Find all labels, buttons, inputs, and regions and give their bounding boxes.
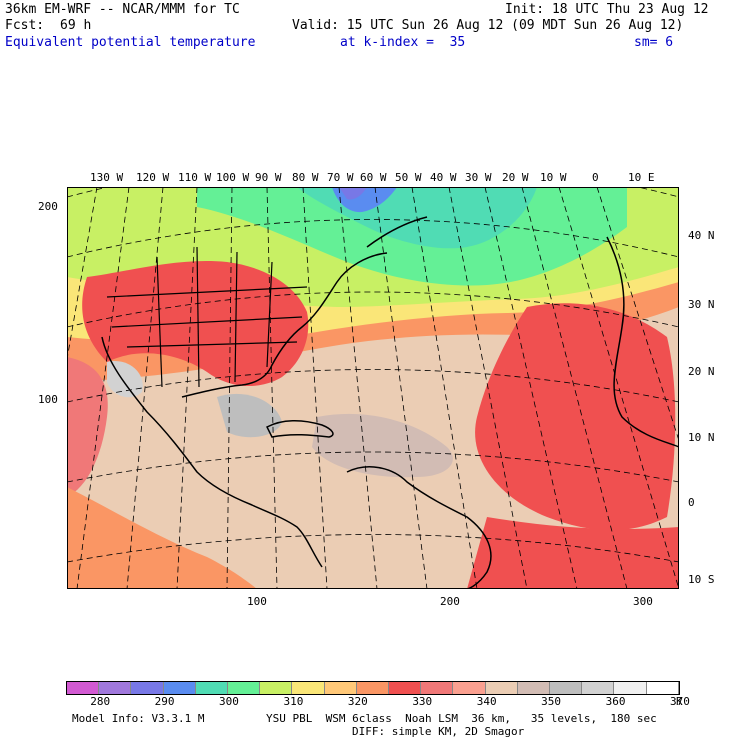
grid-label-y: 100 bbox=[38, 393, 58, 406]
field-name: Equivalent potential temperature bbox=[5, 35, 256, 50]
colorbar-swatch bbox=[99, 682, 132, 694]
political-borders bbox=[106, 246, 308, 388]
lon-label: 100 W bbox=[216, 171, 250, 184]
colorbar-swatch bbox=[646, 682, 679, 694]
colorbar-level-label: 300 bbox=[219, 695, 239, 708]
lat-label: 40 N bbox=[688, 229, 715, 242]
colorbar-level-label: 350 bbox=[541, 695, 562, 708]
warm-anomaly-atlantic bbox=[475, 303, 676, 531]
lon-label: 80 W bbox=[292, 171, 319, 184]
warm-band-southwest bbox=[67, 487, 257, 589]
physics-line-2: DIFF: simple KM, 2D Smagor bbox=[352, 725, 525, 738]
valid-time: Valid: 15 UTC Sun 26 Aug 12 (09 MDT Sun … bbox=[292, 18, 684, 33]
lon-label: 130 W bbox=[90, 171, 124, 184]
lon-label: 60 W bbox=[360, 171, 387, 184]
lon-label: 10 E bbox=[628, 171, 655, 184]
colorbar-level-label: 360 bbox=[605, 695, 626, 708]
level-index: at k-index = 35 bbox=[340, 35, 466, 50]
equivalent-potential-temperature-map bbox=[67, 187, 679, 589]
colorbar bbox=[66, 681, 680, 695]
cool-patch-gulf bbox=[217, 393, 282, 438]
colorbar-swatch bbox=[614, 682, 647, 694]
grid-label-x: 200 bbox=[440, 595, 460, 608]
colorbar-level-label: 310 bbox=[283, 695, 304, 708]
lon-label: 10 W bbox=[540, 171, 567, 184]
colorbar-level-label: 340 bbox=[476, 695, 497, 708]
lat-label: 10 N bbox=[688, 431, 715, 444]
grid-label-x: 100 bbox=[247, 595, 267, 608]
colorbar-swatch bbox=[485, 682, 518, 694]
cool-patch-caribbean bbox=[312, 413, 453, 478]
colorbar-swatch bbox=[356, 682, 390, 694]
colorbar-swatch bbox=[324, 682, 357, 694]
warm-anomaly-south-atlantic bbox=[467, 517, 679, 589]
colorbar-level-label: 370 bbox=[670, 695, 690, 708]
map-frame bbox=[67, 187, 679, 589]
grid-label-x: 300 bbox=[633, 595, 653, 608]
lat-label: 0 bbox=[688, 496, 695, 509]
colorbar-level-label: 280 bbox=[90, 695, 111, 708]
colorbar-level-label: 320 bbox=[347, 695, 368, 708]
colorbar-swatch bbox=[582, 682, 615, 694]
grid-label-y: 200 bbox=[38, 200, 58, 213]
theta-e-band-290 bbox=[339, 187, 367, 200]
lon-label: 70 W bbox=[327, 171, 354, 184]
lat-label: 20 N bbox=[688, 365, 715, 378]
lon-label: 120 W bbox=[136, 171, 170, 184]
warm-anomaly-continental bbox=[82, 260, 309, 387]
colorbar-swatch bbox=[421, 682, 454, 694]
colorbar-swatch bbox=[163, 682, 196, 694]
lon-label: 110 W bbox=[178, 171, 212, 184]
lon-label: 30 W bbox=[465, 171, 492, 184]
coastlines bbox=[101, 216, 679, 589]
colorbar-swatch bbox=[131, 682, 164, 694]
colorbar-level-label: 330 bbox=[412, 695, 433, 708]
colorbar-swatch bbox=[292, 682, 325, 694]
colorbar-unit: K bbox=[676, 695, 683, 708]
colorbar-swatch bbox=[228, 682, 261, 694]
lon-label: 50 W bbox=[395, 171, 422, 184]
lat-label: 10 S bbox=[688, 573, 715, 586]
colorbar-swatch bbox=[67, 682, 100, 694]
colorbar-swatch bbox=[195, 682, 229, 694]
colorbar-swatch bbox=[453, 682, 486, 694]
colorbar-swatch bbox=[550, 682, 583, 694]
colorbar-level-label: 290 bbox=[154, 695, 175, 708]
colorbar-swatch bbox=[260, 682, 293, 694]
graticule bbox=[67, 187, 679, 589]
physics-line-1: YSU PBL WSM 6class Noah LSM 36 km, 35 le… bbox=[266, 712, 657, 725]
smoothing-value: sm= 6 bbox=[634, 35, 674, 50]
lon-label: 0 bbox=[592, 171, 599, 184]
model-title: 36km EM-WRF -- NCAR/MMM for TC bbox=[5, 2, 240, 17]
colorbar-swatch bbox=[389, 682, 422, 694]
model-info: Model Info: V3.3.1 M bbox=[72, 712, 205, 725]
forecast-label: Fcst: bbox=[5, 18, 45, 33]
forecast-hour: 69 h bbox=[60, 18, 92, 33]
colorbar-swatch bbox=[517, 682, 551, 694]
lon-label: 90 W bbox=[255, 171, 282, 184]
lat-label: 30 N bbox=[688, 298, 715, 311]
lon-label: 40 W bbox=[430, 171, 457, 184]
lon-label: 20 W bbox=[502, 171, 529, 184]
init-time: Init: 18 UTC Thu 23 Aug 12 bbox=[505, 2, 709, 17]
warm-anomaly-pacific bbox=[67, 357, 108, 497]
